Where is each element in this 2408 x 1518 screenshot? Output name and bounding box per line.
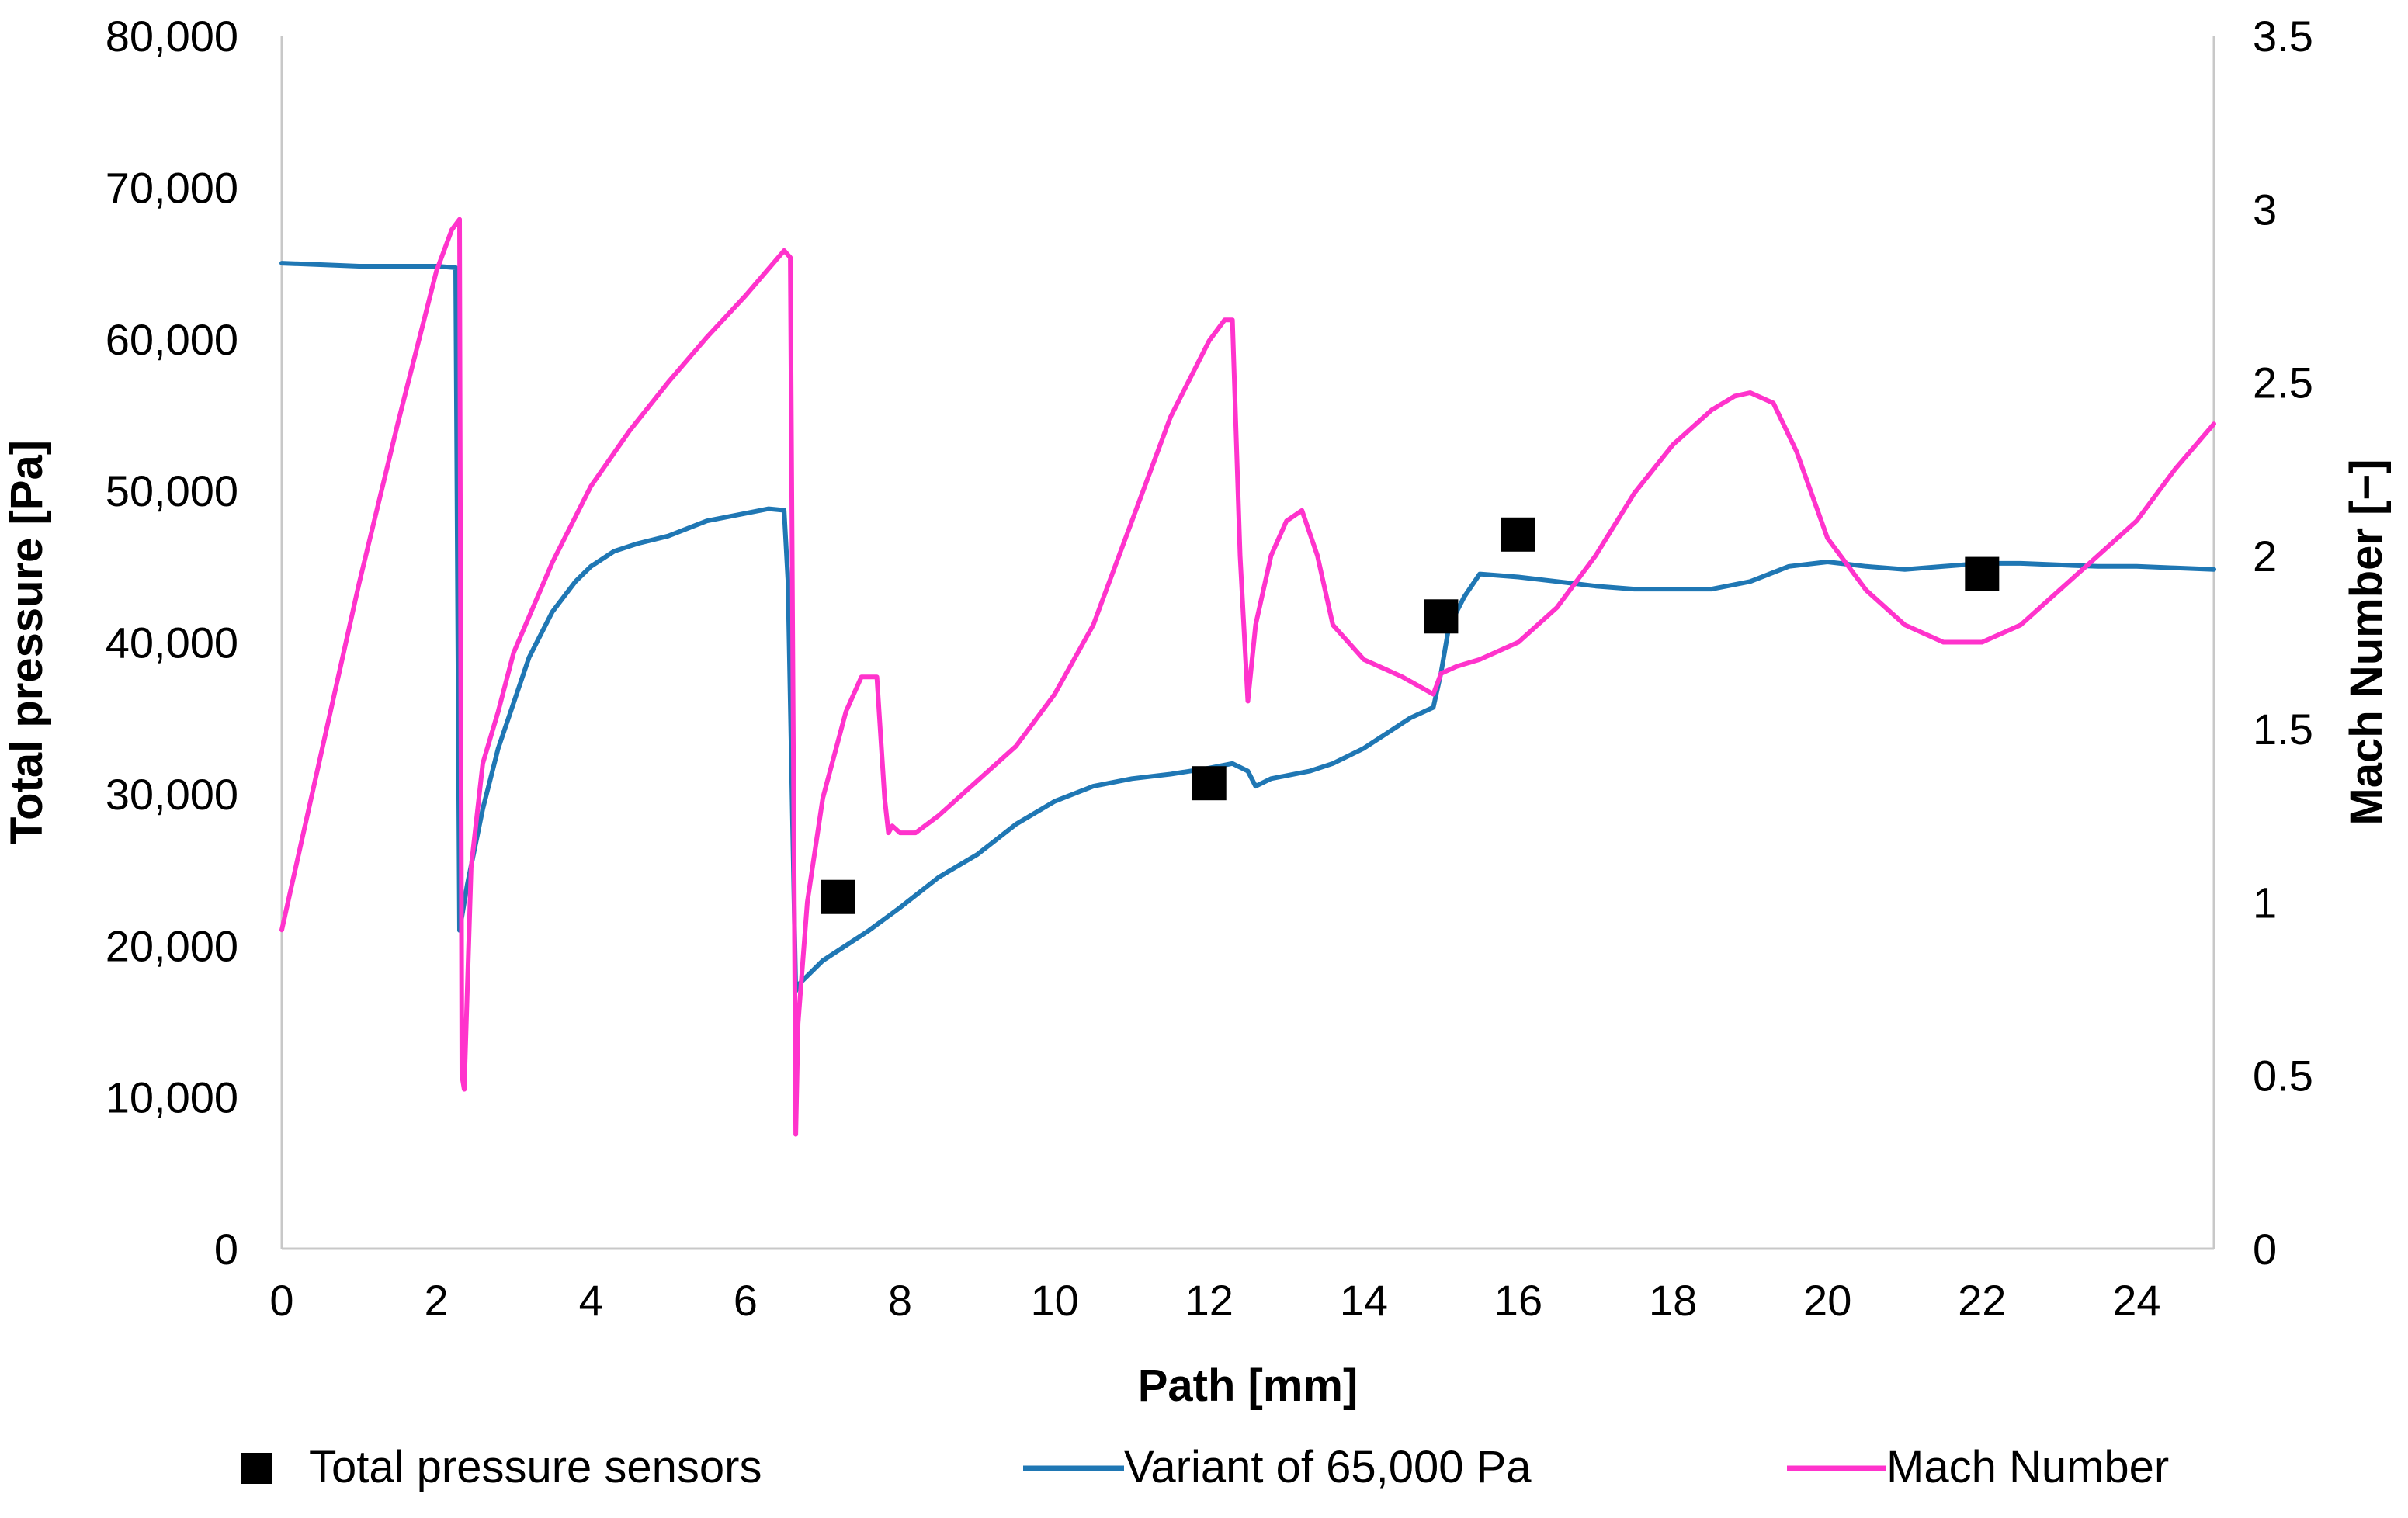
x-tick-label: 20 <box>1803 1276 1851 1325</box>
x-tick-label: 0 <box>269 1276 293 1325</box>
y2-tick-label: 0 <box>2253 1225 2277 1274</box>
y2-tick-label: 0.5 <box>2253 1052 2313 1100</box>
legend-label-sensors: Total pressure sensors <box>309 1442 762 1492</box>
y-tick-label: 0 <box>214 1225 238 1274</box>
series-layer <box>279 217 2216 1137</box>
y-tick-label: 20,000 <box>106 921 238 970</box>
x-tick-label: 12 <box>1185 1276 1233 1325</box>
y-tick-label: 80,000 <box>106 12 238 61</box>
mach-number-line <box>279 217 2216 1137</box>
y2-tick-label: 1.5 <box>2253 705 2313 754</box>
x-tick-label: 4 <box>579 1276 603 1325</box>
y-axis-title: Total pressure [Pa] <box>2 440 52 844</box>
y2-tick-labels: 0 0.5 1 1.5 2 2.5 3 3.5 <box>2253 12 2313 1274</box>
x-tick-label: 8 <box>888 1276 912 1325</box>
sensor-marker <box>1192 766 1227 801</box>
x-tick-label: 22 <box>1958 1276 2006 1325</box>
y2-tick-label: 3 <box>2253 185 2277 234</box>
legend-label-variant: Variant of 65,000 Pa <box>1124 1442 1532 1492</box>
x-axis-title: Path [mm] <box>1138 1360 1358 1411</box>
x-tick-label: 14 <box>1340 1276 1388 1325</box>
y2-tick-label: 3.5 <box>2253 12 2313 61</box>
y2-axis-title: Mach Number [−] <box>2341 459 2392 825</box>
x-tick-labels: 0 2 4 6 8 10 12 14 16 18 20 22 24 <box>269 1276 2160 1325</box>
y-tick-label: 10,000 <box>106 1073 238 1122</box>
x-tick-label: 2 <box>425 1276 449 1325</box>
legend-label-mach: Mach Number <box>1886 1442 2169 1492</box>
axes <box>280 36 2215 1250</box>
sensor-marker <box>1501 517 1535 552</box>
y2-tick-label: 1 <box>2253 878 2277 927</box>
sensor-marker <box>1424 599 1459 634</box>
y-tick-label: 60,000 <box>106 315 238 364</box>
variant-65000-line <box>279 261 2216 993</box>
y-tick-label: 30,000 <box>106 770 238 819</box>
legend-marker-sensors <box>241 1453 272 1484</box>
x-tick-label: 6 <box>734 1276 758 1325</box>
x-tick-label: 10 <box>1030 1276 1078 1325</box>
y2-tick-label: 2 <box>2253 532 2277 581</box>
x-tick-label: 24 <box>2112 1276 2160 1325</box>
y-tick-label: 70,000 <box>106 163 238 212</box>
y-tick-labels: 0 10,000 20,000 30,000 40,000 50,000 60,000 70,… <box>106 12 238 1274</box>
y-tick-label: 40,000 <box>106 619 238 667</box>
x-tick-label: 18 <box>1649 1276 1697 1325</box>
sensor-marker <box>821 879 855 914</box>
y2-tick-label: 2.5 <box>2253 359 2313 407</box>
legend: Total pressure sensors Variant of 65,000… <box>241 1442 2169 1492</box>
x-tick-label: 16 <box>1494 1276 1542 1325</box>
sensor-marker <box>1965 556 2000 591</box>
y-tick-label: 50,000 <box>106 466 238 515</box>
